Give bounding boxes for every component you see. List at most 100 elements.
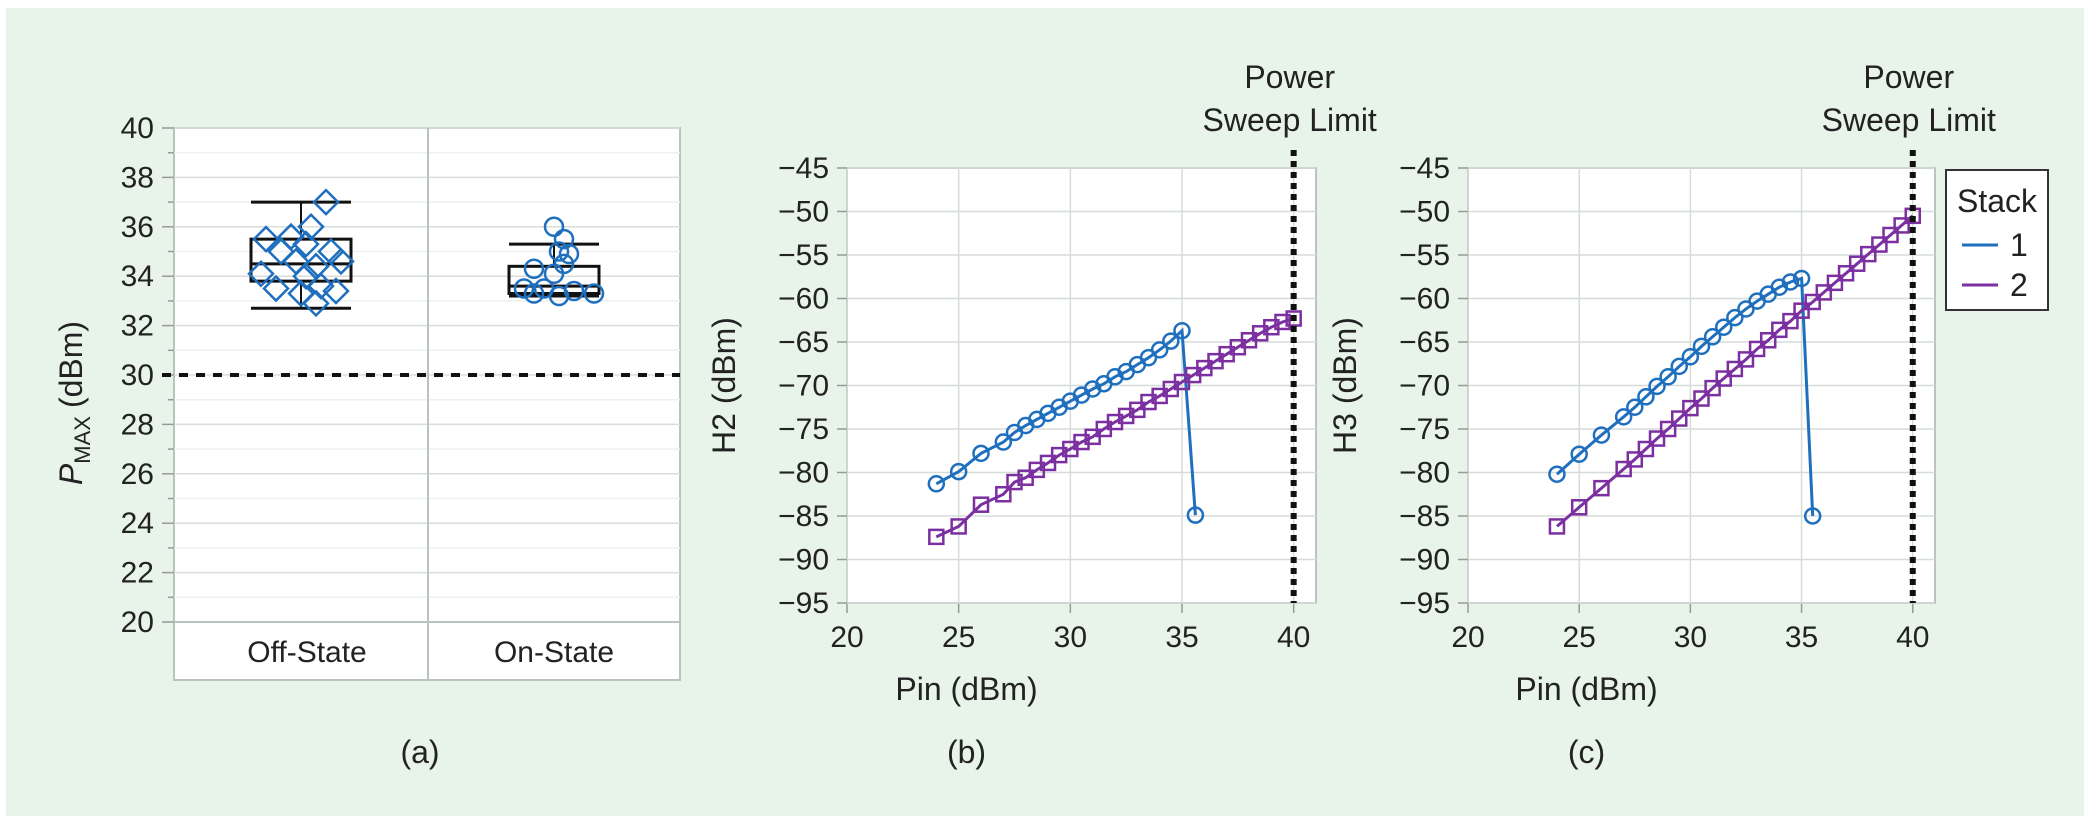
data-point-square bbox=[1704, 379, 1721, 397]
y-title-main: P bbox=[53, 463, 89, 485]
y-title-sub: MAX bbox=[70, 416, 95, 464]
data-point-circle bbox=[1692, 337, 1711, 356]
data-point-circle bbox=[1803, 507, 1822, 525]
data-point-circle bbox=[548, 241, 570, 262]
data-point-square bbox=[972, 496, 990, 513]
data-point-square bbox=[1848, 255, 1866, 272]
data-point-square bbox=[1759, 332, 1777, 349]
data-point-square bbox=[1006, 473, 1023, 491]
data-point-circle bbox=[1714, 318, 1733, 336]
y-tick-label: 38 bbox=[121, 161, 154, 194]
y-tick-label: −50 bbox=[778, 196, 829, 229]
data-point-square bbox=[1737, 351, 1755, 368]
x-tick-label: 40 bbox=[1277, 621, 1310, 654]
data-point-circle bbox=[543, 263, 565, 284]
y-tick-label: 34 bbox=[121, 260, 154, 293]
data-point-circle bbox=[927, 475, 946, 493]
data-point-circle bbox=[1150, 341, 1169, 359]
data-point-diamond bbox=[292, 262, 320, 290]
category-label-off-state: Off-State bbox=[247, 636, 367, 669]
gridlines bbox=[1458, 167, 1935, 613]
data-point-diamond bbox=[302, 289, 330, 318]
data-point-circle bbox=[1548, 465, 1566, 483]
panel-b-h2-chart: 20 25 30 35 40 −45 −50 −55 −60 −65 −70 −75 −80 −85 −90… bbox=[706, 59, 1377, 770]
data-point-square bbox=[1648, 430, 1666, 447]
data-point-circle bbox=[1670, 357, 1689, 376]
x-tick-label: 35 bbox=[1785, 621, 1818, 654]
data-point-circle bbox=[1637, 388, 1655, 406]
y-tick-label: 36 bbox=[121, 211, 154, 244]
data-point-circle bbox=[513, 278, 535, 299]
data-point-square bbox=[1263, 318, 1280, 336]
category-label-on-state: On-State bbox=[494, 636, 614, 669]
y-tick-label: −65 bbox=[1399, 326, 1450, 359]
y-tick-label: −85 bbox=[1399, 500, 1450, 533]
series-stack-1 bbox=[927, 321, 1205, 524]
y-tick-label: 24 bbox=[121, 507, 154, 540]
panel-a-categories: Off-State On-State bbox=[247, 636, 614, 669]
data-point-circle bbox=[972, 444, 990, 463]
x-tick-label: 30 bbox=[1674, 621, 1707, 654]
data-point-square bbox=[1615, 460, 1632, 478]
data-point-circle bbox=[1648, 377, 1666, 396]
y-tick-label: −95 bbox=[1399, 587, 1450, 620]
y-title-unit: (dBm) bbox=[53, 321, 89, 408]
data-point-square bbox=[1826, 274, 1844, 292]
power-sweep-label-line1: Power bbox=[1863, 59, 1954, 95]
data-point-square bbox=[1793, 302, 1810, 319]
legend: Stack 1 2 bbox=[1945, 169, 2049, 311]
data-point-circle bbox=[1781, 273, 1800, 291]
y-tick-label: −45 bbox=[778, 152, 829, 185]
data-point-circle bbox=[1592, 426, 1611, 444]
data-point-circle bbox=[1726, 308, 1744, 327]
y-tick-label: −80 bbox=[778, 457, 829, 490]
y-tick-label: −75 bbox=[1399, 413, 1450, 446]
x-tick-label: 20 bbox=[830, 621, 863, 654]
data-point-diamond bbox=[312, 188, 340, 216]
y-tick-label: −90 bbox=[1399, 544, 1450, 577]
y-tick-label: 32 bbox=[121, 310, 154, 343]
data-point-diamond bbox=[252, 225, 280, 253]
y-tick-label: 40 bbox=[121, 112, 154, 145]
data-point-circle bbox=[1570, 445, 1588, 463]
data-point-circle bbox=[1186, 506, 1205, 524]
series-line bbox=[935, 317, 1295, 539]
data-point-square bbox=[1804, 293, 1821, 311]
y-tick-label: 22 bbox=[121, 557, 154, 590]
data-point-square bbox=[950, 518, 967, 535]
data-point-circle bbox=[583, 283, 605, 304]
y-tick-label: 30 bbox=[121, 359, 154, 392]
panel-a-points bbox=[247, 188, 605, 318]
data-point-circle bbox=[1792, 269, 1811, 288]
data-point-circle bbox=[1659, 368, 1677, 386]
legend-title: Stack bbox=[1957, 183, 2038, 219]
y-tick-label: −60 bbox=[778, 283, 829, 316]
panel-a-y-ticks: 20 22 24 26 28 30 32 34 36 38 40 bbox=[121, 112, 174, 639]
data-point-square bbox=[1871, 236, 1888, 253]
y-tick-label: 28 bbox=[121, 408, 154, 441]
panel-a-y-axis-title: PMAX (dBm) bbox=[53, 321, 95, 485]
legend-label-1: 1 bbox=[2010, 227, 2028, 263]
series-stack-2 bbox=[928, 310, 1302, 546]
data-point-diamond bbox=[327, 247, 355, 276]
data-point-circle bbox=[1614, 408, 1633, 426]
series-line bbox=[1556, 214, 1914, 528]
x-axis-title: Pin (dBm) bbox=[1515, 671, 1657, 707]
x-axis-title: Pin (dBm) bbox=[895, 671, 1037, 707]
y-tick-label: −60 bbox=[1399, 283, 1450, 316]
data-point-square bbox=[1860, 245, 1877, 263]
data-point-diamond bbox=[322, 277, 350, 305]
data-point-circle bbox=[994, 433, 1013, 451]
y-tick-label: −55 bbox=[1399, 239, 1450, 272]
data-point-circle bbox=[1173, 321, 1191, 340]
data-point-square bbox=[1671, 410, 1688, 427]
data-point-circle bbox=[523, 258, 545, 280]
data-point-diamond bbox=[297, 213, 325, 241]
panel-c-h3-chart: 20 25 30 35 40 −45 −50 −55 −60 −65 −70 −75 −80 −85 −90… bbox=[1327, 59, 1996, 770]
x-tick-label: 40 bbox=[1896, 621, 1929, 654]
data-point-square bbox=[1748, 340, 1766, 358]
y-tick-label: −70 bbox=[778, 370, 829, 403]
data-point-square bbox=[1637, 440, 1655, 458]
box-on-state bbox=[507, 242, 601, 298]
